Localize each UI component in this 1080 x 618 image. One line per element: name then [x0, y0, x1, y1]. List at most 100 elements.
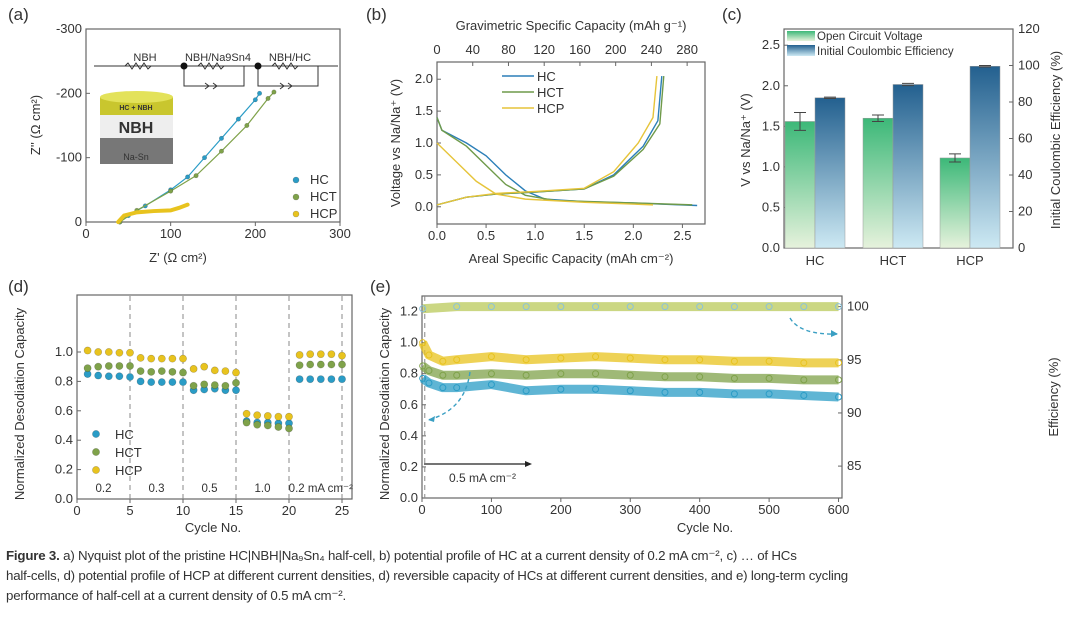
arrow-head: [428, 416, 435, 422]
y-axis-label-b: Voltage vs Na/Na⁺ (V): [388, 79, 403, 207]
y-tick-label: 1.2: [400, 304, 418, 319]
data-point-hct: [265, 95, 271, 101]
y-tick-label: 0.0: [762, 240, 780, 255]
x-tick-label: 25: [335, 503, 349, 518]
y-tick-label: 120: [1018, 21, 1040, 36]
y-tick-label: 0.6: [55, 403, 73, 418]
legend-label: HCP: [537, 101, 564, 116]
legend-label: HC: [537, 69, 556, 84]
arrow-head: [831, 330, 838, 337]
x-tick-label: 15: [229, 503, 243, 518]
legend-label: HC: [115, 427, 134, 442]
data-point-hct: [800, 376, 808, 384]
data-point-coulombic-efficiency: [592, 303, 600, 311]
x-tick-label: 300: [329, 226, 351, 241]
y-tick-label: 1.0: [55, 344, 73, 359]
legend-label: Open Circuit Voltage: [817, 31, 922, 43]
cell-layer-nbh: [100, 114, 173, 138]
data-point-hct: [115, 362, 124, 370]
data-point-hc: [661, 388, 669, 396]
error-bar-ocv: [794, 112, 806, 131]
data-point-hcp: [253, 411, 262, 420]
data-point-hcp: [453, 356, 461, 364]
x-tick-label: 200: [244, 226, 266, 241]
cell-label: Na-Sn: [123, 152, 149, 162]
data-point-coulombic-efficiency: [730, 303, 738, 311]
x-tick-label: 10: [176, 503, 190, 518]
x-tick-label: 100: [160, 226, 182, 241]
data-point-hct: [419, 362, 427, 370]
x-tick-label: 400: [689, 502, 711, 517]
data-point-hc: [235, 116, 241, 122]
data-point-hc: [338, 375, 346, 384]
y-tick-label: 20: [1018, 204, 1032, 219]
y-tick-label: 2.0: [415, 71, 433, 86]
data-point-hct: [104, 362, 113, 370]
data-point-hcp: [126, 348, 134, 357]
data-point-coulombic-efficiency: [626, 303, 634, 311]
data-point-hc: [522, 387, 530, 395]
data-point-hc: [765, 390, 773, 398]
x-tick-label: 1.5: [575, 228, 593, 243]
data-point-hcp: [730, 357, 738, 365]
data-point-hcp: [835, 359, 843, 367]
panel-label-a: (a): [8, 5, 29, 24]
data-point-hcp: [147, 354, 156, 363]
discharge-curve-hct: [436, 117, 693, 206]
circuit-node: [180, 62, 188, 70]
data-point-hct: [696, 373, 704, 381]
data-point-hc: [252, 97, 258, 103]
data-point-coulombic-efficiency: [696, 303, 704, 311]
x-tick-label: 0: [73, 503, 80, 518]
data-point-hc: [557, 385, 565, 393]
data-point-hct: [221, 381, 230, 390]
y-axis-label-d: Normalized Desodiation Capacity: [12, 307, 27, 500]
y-tick-label: 1.0: [415, 135, 433, 150]
x-axis-label-a: Z' (Ω cm²): [149, 250, 207, 265]
current-density-label: 0.3: [149, 483, 165, 495]
y-tick-label: 0.0: [400, 490, 418, 505]
plot-area-b: [436, 61, 706, 225]
data-point-hcp: [765, 357, 773, 365]
x-tick-label: 100: [481, 502, 503, 517]
data-point-hc: [453, 384, 461, 392]
charge-curve-hcp: [436, 75, 658, 206]
x-tick-label: 0: [82, 226, 89, 241]
circuit-label: NBH: [133, 52, 156, 64]
y-axis-label-a: Z'' (Ω cm²): [28, 95, 43, 155]
y2-axis-label-e: Efficiency (%): [1046, 357, 1061, 436]
bar-ice-hcp: [969, 65, 1001, 249]
data-point-hct: [285, 424, 293, 433]
error-bar-ice: [902, 82, 914, 87]
data-band-coulombic-efficiency: [422, 302, 839, 314]
data-point-hcp: [316, 350, 325, 359]
x-tick-label: 80: [501, 42, 515, 57]
data-point-hcp: [94, 348, 103, 356]
data-point-hcp: [327, 350, 336, 359]
legend-label: Initial Coulombic Efficiency: [817, 46, 954, 58]
data-band-hct: [420, 362, 839, 385]
data-point-hct: [83, 364, 92, 373]
data-point-hc: [327, 375, 336, 384]
panel-label-e: (e): [370, 277, 391, 296]
data-point-hc: [232, 386, 240, 395]
panel-label-b: (b): [366, 5, 387, 24]
y-tick-label: 0.5: [415, 167, 433, 182]
y-axis-label-e: Normalized Desodiation Capacity: [377, 307, 392, 500]
x-tick-label: 240: [641, 42, 663, 57]
x-tick-label: 600: [828, 502, 850, 517]
data-point-hct: [168, 367, 177, 376]
data-point-hcp: [189, 365, 198, 373]
y-tick-label: 0: [1018, 240, 1025, 255]
data-point-hct: [592, 370, 600, 378]
data-point-hc: [439, 384, 447, 392]
data-point-hcp: [200, 362, 209, 371]
legend-marker-hct: [92, 448, 100, 456]
data-point-hc: [306, 375, 315, 384]
data-point-hcp: [221, 367, 230, 376]
data-point-hc: [157, 378, 166, 387]
data-point-hcp: [136, 353, 145, 362]
data-point-hct: [425, 367, 433, 375]
x-tick-label: 300: [619, 502, 641, 517]
data-point-hct: [557, 370, 565, 378]
